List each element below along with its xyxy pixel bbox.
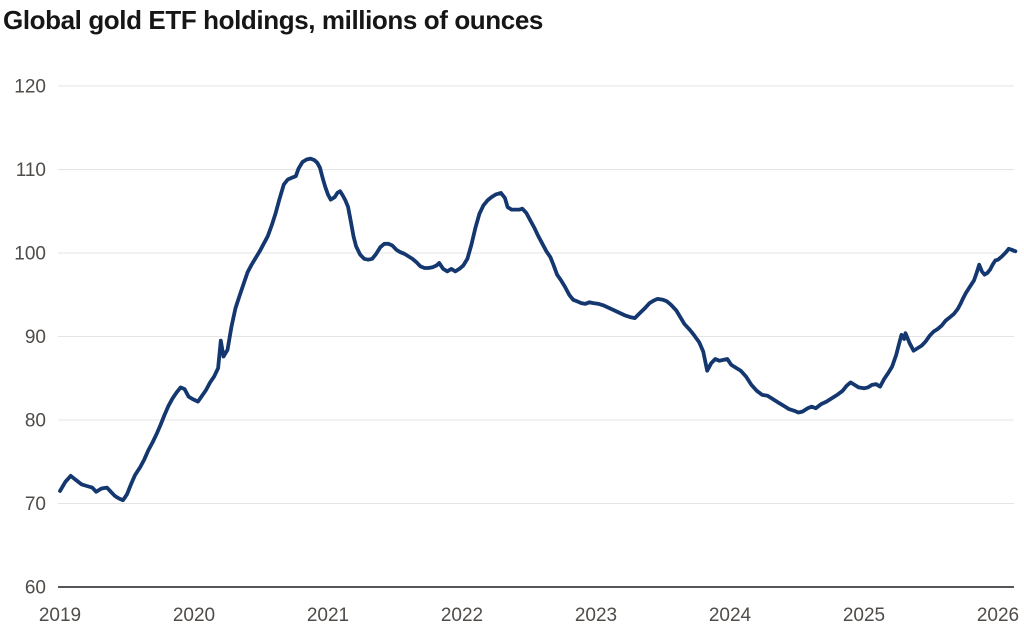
y-tick-label-60: 60: [25, 578, 46, 599]
y-tick-label-120: 120: [14, 77, 46, 98]
x-tick-label-2021: 2021: [307, 605, 349, 626]
y-tick-label-80: 80: [25, 411, 46, 432]
y-tick-label-100: 100: [14, 244, 46, 265]
x-tick-label-2024: 2024: [709, 605, 752, 626]
holdings-line-series: [58, 156, 1018, 503]
x-tick-label-2025: 2025: [843, 605, 885, 626]
x-tick-label-2026: 2026: [977, 605, 1019, 626]
x-tick-label-2019: 2019: [39, 605, 81, 626]
y-axis-labels: 60 70 80 90 100 110 120: [14, 77, 46, 599]
x-tick-label-2022: 2022: [441, 605, 483, 626]
chart-title: Global gold ETF holdings, millions of ou…: [3, 5, 543, 35]
y-tick-label-90: 90: [25, 327, 46, 348]
y-tick-label-110: 110: [16, 160, 46, 181]
gridlines: [58, 85, 1014, 588]
x-tick-label-2023: 2023: [575, 605, 617, 626]
x-axis-labels: 2019 2020 2021 2022 2023 2024 2025 2026: [39, 605, 1019, 626]
y-tick-label-70: 70: [25, 494, 46, 515]
x-tick-label-2020: 2020: [173, 605, 215, 626]
